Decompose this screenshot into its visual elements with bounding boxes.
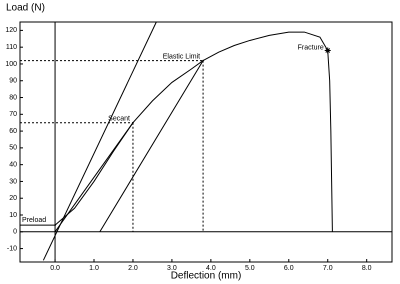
y-tick-label: 40 [9, 162, 17, 169]
y-tick-label: 110 [6, 44, 17, 51]
y-tick-label: 0 [13, 229, 17, 236]
y-tick-label: 120 [5, 27, 17, 34]
x-tick-label: 4.0 [206, 265, 216, 272]
annotation: Fracture [298, 44, 324, 51]
annotation-point [202, 59, 204, 62]
annotation: Preload [22, 217, 46, 224]
annotation: Secant [108, 116, 130, 123]
x-tick-label: 7.0 [323, 265, 333, 272]
y-tick-label: 20 [9, 195, 17, 202]
x-axis-label: Deflection (mm) [171, 271, 242, 282]
y-tick-label: 60 [9, 128, 17, 135]
x-tick-label: 3.0 [167, 265, 177, 272]
y-tick-label: 70 [9, 111, 17, 118]
x-tick-label: 8.0 [362, 265, 372, 272]
y-tick-label: 10 [9, 212, 17, 219]
line [99, 60, 204, 233]
line [42, 21, 157, 261]
plot-frame [19, 21, 393, 263]
y-tick-label: 80 [9, 94, 17, 101]
y-axis-label: Load (N) [6, 3, 45, 14]
fracture-marker [324, 47, 331, 54]
x-tick-label: 6.0 [284, 265, 294, 272]
x-tick-label: 5.0 [245, 265, 255, 272]
line [54, 122, 134, 233]
annotation-point [132, 121, 134, 124]
annotation: Elastic Limit [163, 53, 200, 60]
line [54, 31, 333, 232]
y-tick-label: 90 [9, 78, 17, 85]
x-tick-label: 2.0 [128, 265, 138, 272]
annotation-point [54, 224, 56, 226]
x-tick-label: 1.0 [89, 265, 99, 272]
y-tick-label: -10 [7, 245, 17, 252]
y-tick-label: 30 [9, 178, 17, 185]
y-tick-label: 50 [9, 145, 17, 152]
y-tick-label: 100 [5, 61, 17, 68]
x-tick-label: 0.0 [50, 265, 60, 272]
